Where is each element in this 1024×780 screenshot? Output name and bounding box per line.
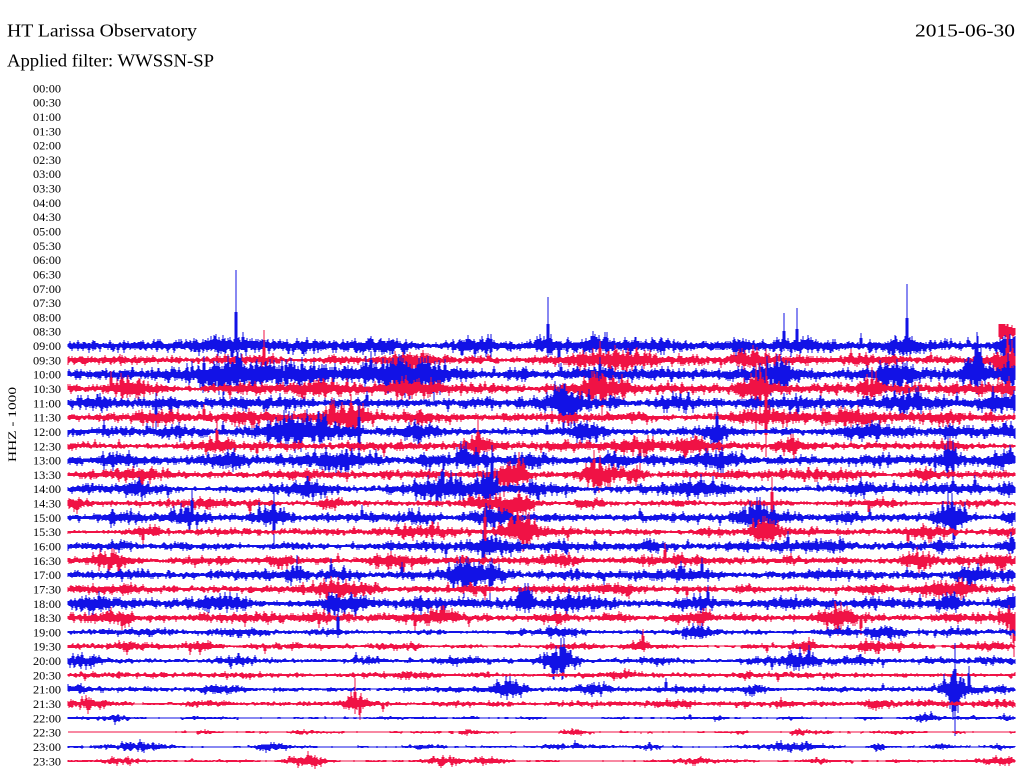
svg-text:09:30: 09:30 (33, 353, 61, 367)
svg-text:03:30: 03:30 (33, 182, 61, 196)
svg-text:04:00: 04:00 (33, 196, 61, 210)
svg-text:15:30: 15:30 (33, 525, 61, 539)
svg-text:06:00: 06:00 (33, 253, 61, 267)
svg-text:00:00: 00:00 (33, 81, 61, 95)
svg-text:22:00: 22:00 (33, 711, 61, 725)
svg-text:09:00: 09:00 (33, 339, 61, 353)
svg-text:07:00: 07:00 (33, 282, 61, 296)
svg-text:12:00: 12:00 (33, 425, 61, 439)
svg-text:10:00: 10:00 (33, 368, 61, 382)
svg-text:08:30: 08:30 (33, 325, 61, 339)
svg-text:04:30: 04:30 (33, 210, 61, 224)
svg-text:23:00: 23:00 (33, 740, 61, 754)
svg-text:20:00: 20:00 (33, 654, 61, 668)
svg-text:06:30: 06:30 (33, 267, 61, 281)
svg-text:02:00: 02:00 (33, 139, 61, 153)
svg-text:11:30: 11:30 (33, 411, 61, 425)
svg-text:18:30: 18:30 (33, 611, 61, 625)
svg-text:Applied filter: WWSSN-SP: Applied filter: WWSSN-SP (7, 51, 214, 71)
svg-text:07:30: 07:30 (33, 296, 61, 310)
svg-text:13:00: 13:00 (33, 454, 61, 468)
svg-text:14:00: 14:00 (33, 482, 61, 496)
svg-text:21:00: 21:00 (33, 683, 61, 697)
svg-text:08:00: 08:00 (33, 310, 61, 324)
svg-text:12:30: 12:30 (33, 439, 61, 453)
svg-text:10:30: 10:30 (33, 382, 61, 396)
svg-text:2015-06-30: 2015-06-30 (915, 21, 1015, 41)
svg-text:01:00: 01:00 (33, 110, 61, 124)
svg-text:14:30: 14:30 (33, 497, 61, 511)
svg-text:18:00: 18:00 (33, 597, 61, 611)
svg-text:20:30: 20:30 (33, 668, 61, 682)
svg-text:HHZ - 1000: HHZ - 1000 (5, 387, 19, 462)
svg-text:19:00: 19:00 (33, 625, 61, 639)
svg-text:05:00: 05:00 (33, 225, 61, 239)
svg-text:23:30: 23:30 (33, 754, 61, 768)
svg-text:16:00: 16:00 (33, 540, 61, 554)
svg-text:15:00: 15:00 (33, 511, 61, 525)
svg-text:HT Larissa Observatory: HT Larissa Observatory (7, 21, 197, 41)
svg-text:01:30: 01:30 (33, 124, 61, 138)
svg-text:02:30: 02:30 (33, 153, 61, 167)
svg-text:21:30: 21:30 (33, 697, 61, 711)
svg-text:13:30: 13:30 (33, 468, 61, 482)
svg-text:22:30: 22:30 (33, 726, 61, 740)
svg-text:11:00: 11:00 (33, 396, 61, 410)
svg-text:17:30: 17:30 (33, 583, 61, 597)
svg-text:05:30: 05:30 (33, 239, 61, 253)
svg-text:19:30: 19:30 (33, 640, 61, 654)
svg-text:16:30: 16:30 (33, 554, 61, 568)
svg-text:17:00: 17:00 (33, 568, 61, 582)
svg-text:00:30: 00:30 (33, 96, 61, 110)
svg-text:03:00: 03:00 (33, 167, 61, 181)
